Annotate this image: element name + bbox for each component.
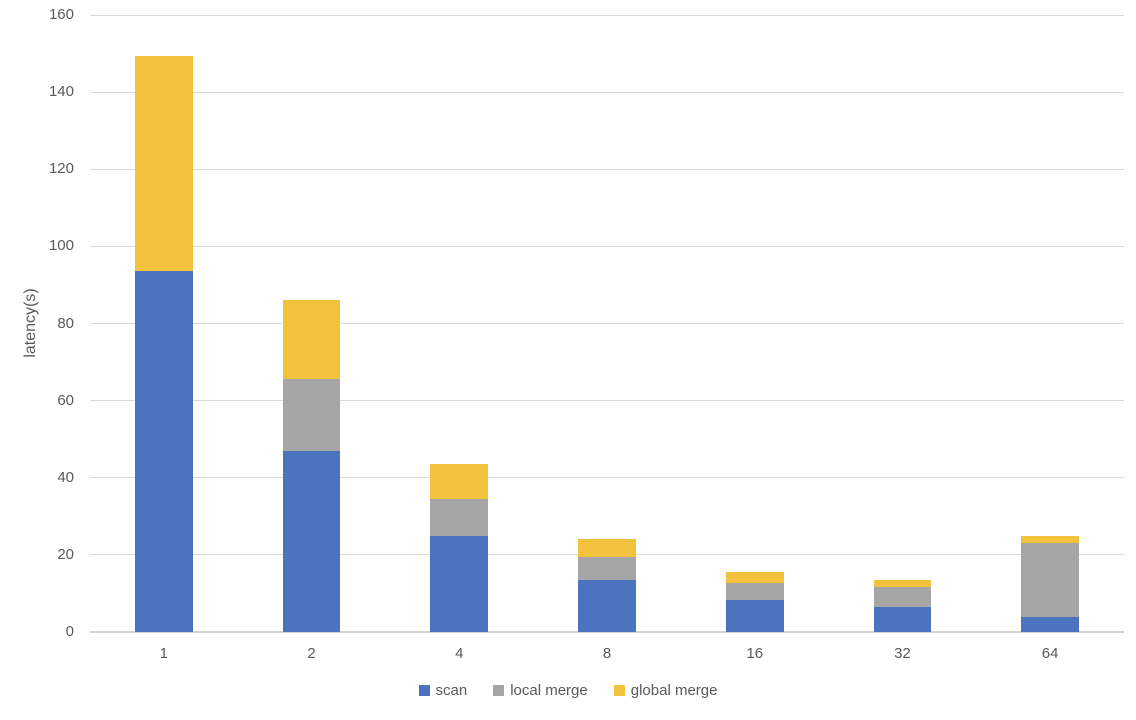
y-tick-label: 120	[48, 160, 74, 178]
legend-swatch-global-merge	[613, 685, 625, 696]
x-axis-label: 8	[602, 645, 612, 662]
y-tick-label: 40	[57, 468, 74, 486]
legend-item-local-merge: local merge	[493, 682, 588, 699]
gridline	[90, 400, 1124, 402]
x-axis-label: 2	[307, 645, 316, 662]
bar-segment-32-local-merge	[873, 586, 932, 607]
bar-segment-16-local-merge	[725, 583, 784, 600]
y-tick-label: 140	[48, 83, 74, 101]
bar-segment-8-local-merge	[578, 556, 636, 580]
y-tick-label: 100	[48, 237, 74, 255]
bar-segment-1-global-merge	[135, 55, 193, 272]
x-axis-label: 16	[746, 645, 764, 662]
bar-segment-2-local-merge	[282, 379, 341, 451]
legend-label: scan	[435, 682, 468, 699]
legend: scan local merge global merge	[0, 682, 1136, 699]
x-axis-label: 64	[1041, 645, 1059, 662]
gridline	[90, 91, 1124, 93]
bar-segment-64-local-merge	[1021, 543, 1079, 617]
bar-segment-1-scan	[135, 271, 193, 632]
legend-item-scan: scan	[418, 682, 468, 699]
bar-segment-4-scan	[430, 535, 489, 632]
bar-segment-32-global-merge	[873, 579, 932, 587]
legend-label: local merge	[510, 682, 588, 699]
legend-label: global merge	[630, 682, 718, 699]
bar-segment-2-global-merge	[282, 300, 341, 380]
x-axis-line	[90, 631, 1124, 633]
y-tick-label: 160	[48, 6, 74, 23]
gridline	[90, 168, 1124, 170]
bar-segment-64-global-merge	[1021, 536, 1079, 544]
y-tick-label: 60	[57, 391, 74, 409]
x-axis-label: 32	[894, 645, 911, 662]
bar-segment-4-local-merge	[430, 498, 489, 536]
bar-segment-16-global-merge	[725, 571, 784, 584]
legend-swatch-local-merge	[493, 685, 505, 696]
gridline	[90, 323, 1124, 324]
bar-segment-4-global-merge	[430, 464, 489, 499]
y-tick-label: 0	[65, 623, 74, 640]
plot-area	[90, 14, 1124, 633]
y-tick-label: 80	[57, 314, 74, 332]
y-tick-label: 20	[57, 545, 74, 563]
legend-swatch-scan	[418, 685, 430, 696]
gridline	[90, 14, 1124, 16]
bar-segment-8-scan	[578, 579, 636, 632]
gridline	[90, 477, 1124, 479]
bar-segment-32-scan	[873, 606, 932, 632]
bar-segment-16-scan	[725, 600, 784, 632]
x-axis-label: 1	[159, 645, 169, 662]
x-axis-label: 4	[455, 645, 464, 662]
bar-segment-64-scan	[1021, 616, 1079, 632]
gridline	[90, 245, 1124, 247]
legend-item-global-merge: global merge	[613, 682, 718, 699]
bar-segment-2-scan	[282, 450, 341, 632]
bar-segment-8-global-merge	[578, 539, 636, 557]
